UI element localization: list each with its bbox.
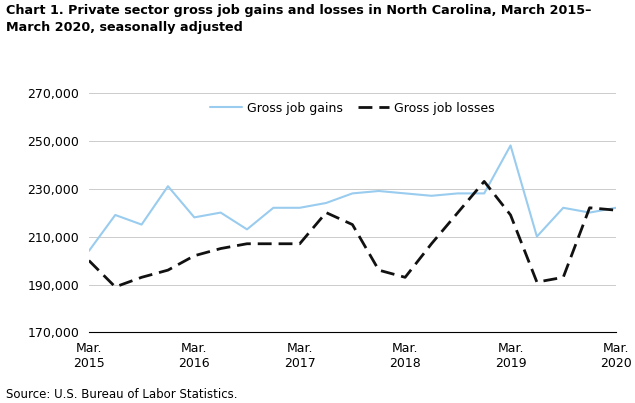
Legend: Gross job gains, Gross job losses: Gross job gains, Gross job losses — [206, 97, 499, 120]
Text: Source: U.S. Bureau of Labor Statistics.: Source: U.S. Bureau of Labor Statistics. — [6, 388, 238, 401]
Text: Chart 1. Private sector gross job gains and losses in North Carolina, March 2015: Chart 1. Private sector gross job gains … — [6, 4, 592, 34]
